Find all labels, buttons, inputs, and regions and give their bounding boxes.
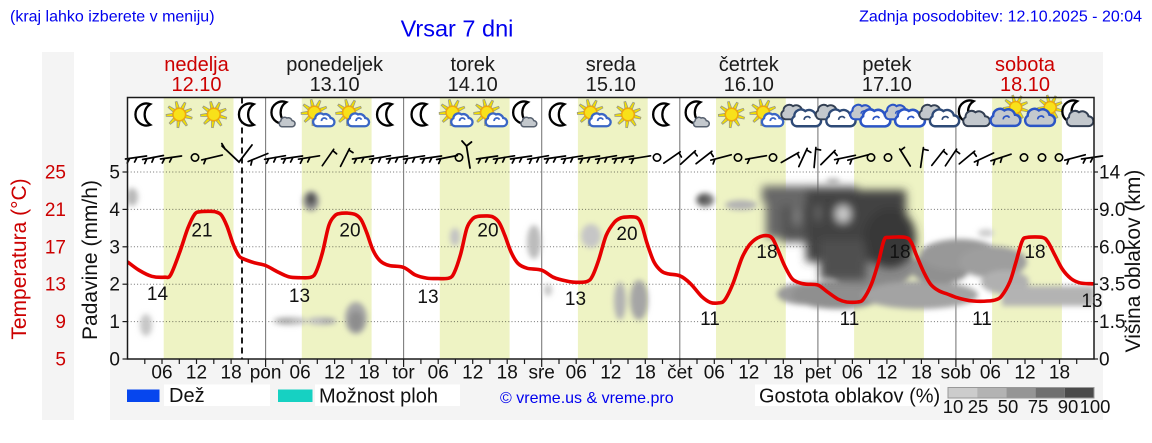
svg-text:6.0: 6.0 — [1099, 237, 1125, 258]
svg-text:1: 1 — [109, 312, 120, 333]
svg-text:15.10: 15.10 — [586, 74, 636, 96]
svg-text:13.10: 13.10 — [310, 74, 360, 96]
svg-text:20: 20 — [616, 224, 637, 245]
svg-text:12: 12 — [324, 363, 345, 384]
svg-text:50: 50 — [998, 396, 1019, 417]
svg-text:Temperatura (°C): Temperatura (°C) — [8, 178, 31, 339]
svg-text:9: 9 — [55, 312, 66, 333]
svg-text:06: 06 — [428, 363, 449, 384]
svg-text:Padavine (mm/h): Padavine (mm/h) — [79, 180, 102, 340]
svg-text:5: 5 — [109, 163, 120, 184]
svg-text:14.10: 14.10 — [448, 74, 498, 96]
svg-text:3.5: 3.5 — [1099, 275, 1125, 296]
svg-text:20: 20 — [477, 221, 498, 242]
svg-text:12: 12 — [186, 363, 207, 384]
svg-text:11: 11 — [700, 309, 720, 330]
svg-text:18: 18 — [773, 363, 794, 384]
svg-text:Dež: Dež — [169, 385, 205, 407]
svg-text:12: 12 — [1014, 363, 1035, 384]
svg-text:06: 06 — [151, 363, 172, 384]
svg-text:2: 2 — [109, 275, 120, 296]
svg-text:13: 13 — [289, 286, 310, 307]
svg-text:3: 3 — [109, 237, 120, 258]
svg-text:06: 06 — [566, 363, 587, 384]
svg-text:16.10: 16.10 — [724, 74, 774, 96]
svg-text:21: 21 — [45, 200, 66, 221]
svg-text:Višina oblakov (km): Višina oblakov (km) — [1122, 170, 1145, 353]
svg-text:12.10: 12.10 — [171, 74, 221, 96]
svg-text:(kraj lahko izberete v meniju): (kraj lahko izberete v meniju) — [10, 9, 215, 26]
svg-text:ponedeljek: ponedeljek — [286, 54, 384, 76]
svg-text:5: 5 — [55, 350, 66, 371]
svg-text:sre: sre — [528, 363, 554, 384]
svg-text:18: 18 — [497, 363, 518, 384]
svg-text:14: 14 — [1099, 163, 1121, 184]
svg-text:12: 12 — [462, 363, 483, 384]
svg-text:13: 13 — [45, 275, 66, 296]
svg-text:90: 90 — [1058, 396, 1079, 417]
svg-text:17: 17 — [45, 237, 66, 258]
svg-text:torek: torek — [450, 54, 495, 76]
svg-text:25: 25 — [968, 396, 989, 417]
svg-text:18.10: 18.10 — [1000, 74, 1050, 96]
svg-text:18: 18 — [221, 363, 242, 384]
svg-text:12: 12 — [876, 363, 897, 384]
svg-text:18: 18 — [911, 363, 932, 384]
svg-text:20: 20 — [339, 221, 360, 242]
svg-text:13: 13 — [1081, 291, 1102, 312]
svg-text:75: 75 — [1028, 396, 1049, 417]
svg-text:12: 12 — [738, 363, 759, 384]
svg-text:9.0: 9.0 — [1099, 200, 1125, 221]
svg-text:06: 06 — [842, 363, 863, 384]
svg-text:Vrsar 7 dni: Vrsar 7 dni — [401, 16, 514, 42]
svg-text:0: 0 — [109, 350, 120, 371]
svg-text:pon: pon — [250, 363, 282, 384]
svg-text:nedelja: nedelja — [164, 54, 229, 76]
svg-text:Zadnja posodobitev: 12.10.2025: Zadnja posodobitev: 12.10.2025 - 20:04 — [859, 9, 1142, 26]
svg-text:© vreme.us & vreme.pro: © vreme.us & vreme.pro — [500, 390, 674, 407]
svg-text:11: 11 — [972, 309, 992, 330]
svg-text:06: 06 — [704, 363, 725, 384]
svg-text:pet: pet — [805, 363, 832, 384]
svg-text:14: 14 — [147, 284, 169, 305]
svg-text:18: 18 — [359, 363, 380, 384]
svg-text:tor: tor — [393, 363, 416, 384]
svg-text:06: 06 — [980, 363, 1001, 384]
svg-text:18: 18 — [1024, 242, 1045, 263]
svg-text:13: 13 — [417, 287, 438, 308]
svg-text:četrtek: četrtek — [719, 54, 780, 76]
svg-text:0: 0 — [1099, 350, 1110, 371]
svg-text:18: 18 — [889, 242, 910, 263]
svg-text:10: 10 — [943, 396, 964, 417]
svg-text:petek: petek — [862, 54, 912, 76]
svg-text:Gostota oblakov (%): Gostota oblakov (%) — [759, 386, 940, 408]
svg-text:Možnost ploh: Možnost ploh — [319, 386, 438, 408]
svg-text:21: 21 — [191, 221, 212, 242]
svg-text:12: 12 — [600, 363, 621, 384]
svg-text:18: 18 — [635, 363, 656, 384]
svg-text:sobota: sobota — [995, 54, 1056, 76]
svg-text:18: 18 — [1049, 363, 1070, 384]
svg-text:25: 25 — [45, 163, 66, 184]
svg-text:17.10: 17.10 — [862, 74, 912, 96]
svg-text:4: 4 — [109, 200, 120, 221]
svg-text:1.5: 1.5 — [1099, 312, 1125, 333]
svg-text:18: 18 — [756, 242, 777, 263]
svg-text:11: 11 — [840, 309, 860, 330]
svg-text:sreda: sreda — [586, 54, 637, 76]
svg-text:06: 06 — [290, 363, 311, 384]
svg-text:13: 13 — [565, 289, 586, 310]
svg-text:sob: sob — [941, 363, 972, 384]
svg-text:100: 100 — [1080, 396, 1111, 417]
svg-text:čet: čet — [667, 363, 693, 384]
